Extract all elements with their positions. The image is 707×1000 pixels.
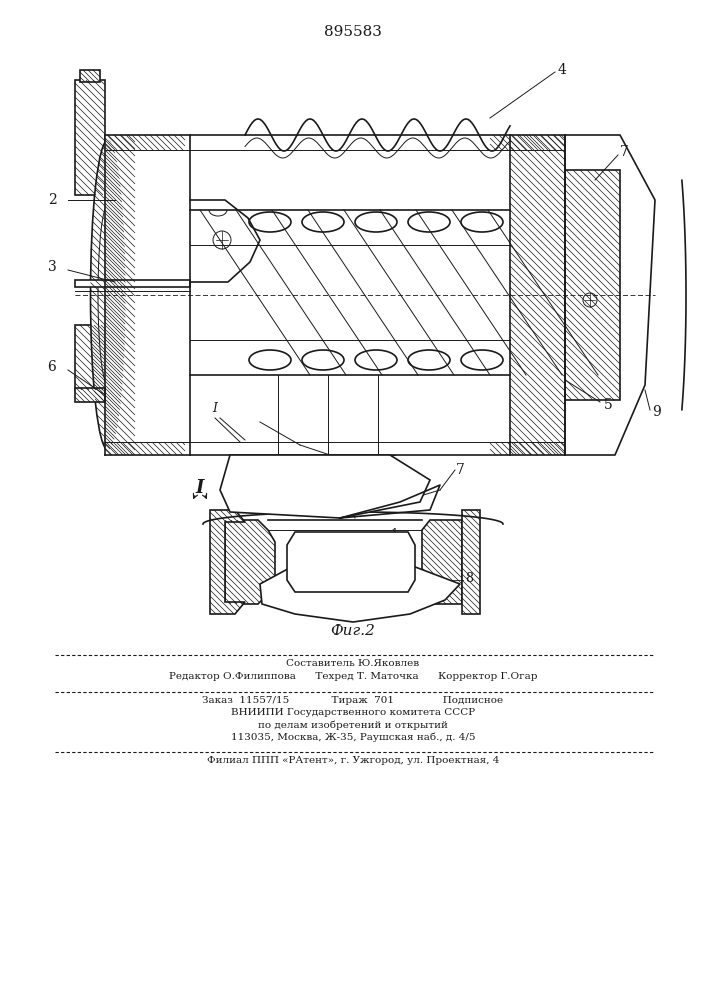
- Bar: [105, 135, 190, 455]
- Text: Заказ  11557/15             Тираж  701               Подписное: Заказ 11557/15 Тираж 701 Подписное: [202, 696, 503, 705]
- Polygon shape: [462, 510, 480, 614]
- Text: 6: 6: [47, 360, 57, 374]
- Polygon shape: [260, 560, 460, 622]
- Text: 895583: 895583: [324, 25, 382, 39]
- Polygon shape: [287, 532, 415, 592]
- Bar: [105, 135, 565, 150]
- Polygon shape: [220, 455, 430, 518]
- Text: I: I: [196, 479, 204, 497]
- Ellipse shape: [90, 140, 126, 450]
- Text: ВНИИПИ Государственного комитета СССР: ВНИИПИ Государственного комитета СССР: [231, 708, 475, 717]
- Text: 113035, Москва, Ж-35, Раушская наб., д. 4/5: 113035, Москва, Ж-35, Раушская наб., д. …: [230, 732, 475, 742]
- Bar: [75, 280, 190, 287]
- Bar: [565, 170, 620, 400]
- Bar: [80, 70, 100, 82]
- Text: 9: 9: [652, 405, 661, 419]
- Text: 7: 7: [456, 463, 465, 477]
- Text: 3: 3: [47, 260, 57, 274]
- Text: Фиг.2: Фиг.2: [331, 624, 375, 638]
- Text: Фиг.1: Фиг.1: [288, 464, 332, 478]
- Text: 1: 1: [390, 528, 398, 541]
- Polygon shape: [422, 520, 462, 604]
- Polygon shape: [225, 520, 275, 604]
- Ellipse shape: [98, 205, 118, 385]
- Bar: [75, 325, 105, 390]
- Text: I: I: [213, 402, 218, 415]
- Text: 7: 7: [620, 145, 629, 159]
- Text: 4: 4: [558, 63, 567, 77]
- Text: 5: 5: [604, 398, 613, 412]
- Text: по делам изобретений и открытий: по делам изобретений и открытий: [258, 720, 448, 730]
- Bar: [75, 388, 105, 402]
- Bar: [75, 80, 105, 195]
- Text: Филиал ППП «PАтент», г. Ужгород, ул. Проектная, 4: Филиал ППП «PАтент», г. Ужгород, ул. Про…: [207, 756, 499, 765]
- Text: 8: 8: [310, 473, 320, 487]
- Text: Составитель Ю.Яковлев: Составитель Ю.Яковлев: [286, 659, 419, 668]
- Text: Редактор О.Филиппова      Техред Т. Маточка      Корректор Г.Огар: Редактор О.Филиппова Техред Т. Маточка К…: [169, 672, 537, 681]
- Bar: [105, 135, 135, 455]
- Polygon shape: [210, 510, 245, 614]
- Text: 2: 2: [47, 193, 57, 207]
- Text: 8: 8: [465, 572, 473, 585]
